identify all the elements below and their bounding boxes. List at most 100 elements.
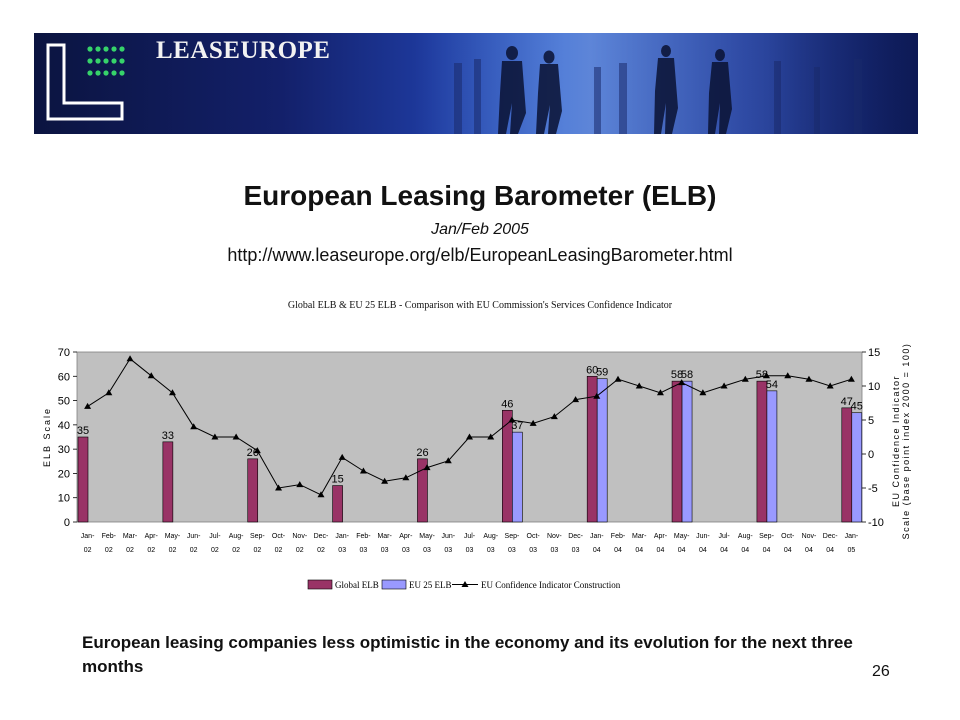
global-elb-bar <box>841 407 853 523</box>
confidence-indicator-point <box>508 416 516 423</box>
x-tick-label-month: Nov- <box>802 533 817 540</box>
x-tick-label-month: Aug- <box>738 533 753 540</box>
x-tick-label-year: 02 <box>211 547 219 554</box>
x-tick-label-month: Sep- <box>250 533 265 540</box>
global-elb-bar <box>417 458 428 523</box>
legend-swatch-global-elb <box>307 579 333 590</box>
header-banner: LEASEUROPE <box>34 33 918 134</box>
x-tick-label-year: 04 <box>720 547 728 554</box>
x-tick-label-month: Jan- <box>335 533 349 540</box>
leaseurope-logo <box>46 43 125 121</box>
global-elb-bar <box>247 458 259 523</box>
x-tick-label-month: Feb- <box>356 533 371 540</box>
x-tick-label-year: 02 <box>190 547 198 554</box>
confidence-indicator-point <box>338 453 346 460</box>
global-elb-data-label: 47 <box>841 396 853 408</box>
x-tick-label-year: 03 <box>487 547 495 554</box>
right-axis-tick-label: 0 <box>868 449 874 461</box>
x-tick-label-month: Jun- <box>696 533 710 540</box>
global-elb-data-label: 35 <box>77 425 89 437</box>
confidence-indicator-point <box>190 423 198 430</box>
source-url: http://www.leaseurope.org/elb/EuropeanLe… <box>227 245 733 265</box>
confidence-indicator-point <box>763 372 771 379</box>
x-tick-label-year: 02 <box>105 547 113 554</box>
confidence-indicator-point <box>423 464 431 471</box>
legend-label-eu25-elb: EU 25 ELB <box>409 580 452 590</box>
global-elb-data-label: 33 <box>162 430 174 442</box>
confidence-indicator-point <box>635 382 643 389</box>
confidence-indicator-point <box>211 433 219 440</box>
x-tick-label-year: 03 <box>360 547 368 554</box>
x-tick-label-year: 04 <box>593 547 601 554</box>
x-tick-label-month: Mar- <box>632 533 647 540</box>
confidence-indicator-point <box>317 491 325 498</box>
x-tick-label-year: 04 <box>763 547 771 554</box>
x-tick-label-year: 03 <box>529 547 537 554</box>
x-tick-label-year: 04 <box>805 547 813 554</box>
x-tick-label-month: Apr- <box>399 533 413 540</box>
x-tick-label-month: May- <box>674 533 690 540</box>
confidence-indicator-point <box>402 474 410 481</box>
x-tick-label-year: 03 <box>338 547 346 554</box>
right-axis-title: Scale (base point index 2000 = 100) <box>901 343 911 540</box>
x-tick-label-month: Jul- <box>464 533 476 540</box>
x-tick-label-month: Jun- <box>441 533 455 540</box>
left-axis-tick-label: 50 <box>58 396 70 408</box>
x-tick-label-month: Apr- <box>654 533 668 540</box>
legend-label-global-elb: Global ELB <box>335 580 379 590</box>
right-axis-tick-label: 10 <box>868 381 880 393</box>
x-tick-label-year: 02 <box>84 547 92 554</box>
left-axis-tick-label: 70 <box>58 347 70 359</box>
business-people-photo <box>414 33 918 134</box>
slide-title: European Leasing Barometer (ELB) <box>243 180 717 211</box>
x-tick-label-month: Jan- <box>590 533 604 540</box>
confidence-indicator-point <box>275 484 283 491</box>
x-tick-label-year: 02 <box>275 547 283 554</box>
x-tick-label-year: 04 <box>699 547 707 554</box>
slide-date: Jan/Feb 2005 <box>431 221 529 238</box>
x-tick-label-month: Dec- <box>314 533 329 540</box>
confidence-indicator-point <box>168 389 176 396</box>
right-axis-tick-label: 5 <box>868 415 874 427</box>
x-tick-label-year: 04 <box>784 547 792 554</box>
left-axis-tick-label: 60 <box>58 371 70 383</box>
eu25-elb-data-label: 54 <box>766 379 778 391</box>
eu25-elb-data-label: 59 <box>596 367 608 379</box>
x-tick-label-month: Sep- <box>505 533 520 540</box>
x-tick-label-year: 03 <box>550 547 558 554</box>
left-axis-tick-label: 40 <box>58 420 70 432</box>
x-tick-label-month: Jul- <box>209 533 221 540</box>
legend-swatch-eu25-elb <box>381 579 407 590</box>
x-tick-label-month: Jan- <box>81 533 95 540</box>
global-elb-data-label: 15 <box>331 474 343 486</box>
eu25-elb-bar <box>596 378 608 523</box>
x-tick-label-year: 02 <box>317 547 325 554</box>
confidence-indicator-point <box>84 402 92 409</box>
confidence-indicator-point <box>126 355 134 362</box>
x-tick-label-month: Jan- <box>845 533 859 540</box>
confidence-indicator-point <box>147 372 155 379</box>
confidence-indicator-point <box>296 481 304 488</box>
global-elb-data-label: 58 <box>671 369 683 381</box>
legend-label-confidence: EU Confidence Indicator Construction <box>481 580 621 590</box>
x-tick-label-month: Oct- <box>527 533 541 540</box>
confidence-indicator-point <box>466 433 473 440</box>
x-tick-label-month: Dec- <box>568 533 583 540</box>
global-elb-data-label: 46 <box>501 398 513 410</box>
confidence-indicator-point <box>381 477 389 484</box>
x-tick-label-year: 04 <box>741 547 749 554</box>
right-axis-tick-label: -10 <box>868 517 884 529</box>
x-tick-label-year: 05 <box>847 547 855 554</box>
x-tick-label-year: 02 <box>296 547 304 554</box>
right-axis-title: EU Confidence Indicator <box>891 375 901 507</box>
right-axis-tick-label: 15 <box>868 347 880 359</box>
left-axis-title: ELB Scale <box>42 407 52 467</box>
confidence-indicator-point <box>487 433 495 440</box>
x-tick-label-year: 03 <box>444 547 452 554</box>
confidence-indicator-point <box>784 372 792 379</box>
x-tick-label-year: 04 <box>614 547 622 554</box>
x-tick-label-month: Sep- <box>759 533 774 540</box>
x-tick-label-year: 02 <box>147 547 155 554</box>
confidence-indicator-point <box>253 447 261 454</box>
confidence-indicator-point <box>593 392 601 399</box>
